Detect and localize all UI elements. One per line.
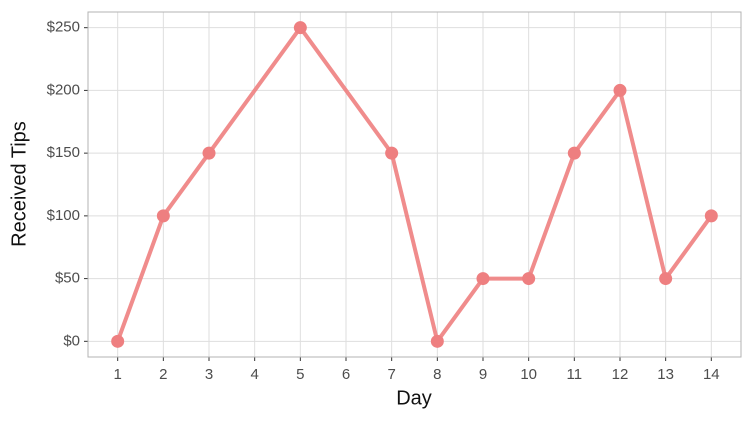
point [567,146,581,160]
x-tick-label: 11 [567,366,583,383]
point [293,21,307,35]
x-tick-label: 8 [433,366,441,383]
x-tick-label: 7 [387,366,395,383]
x-tick-label: 13 [657,366,674,383]
point [111,334,125,348]
y-tick-label: $150 [47,144,80,161]
y-tick-label: $0 [63,332,80,349]
y-tick-label: $200 [47,81,80,98]
panel-border [87,11,742,358]
x-axis-title: Day [396,387,432,409]
x-tick-label: 2 [159,366,167,383]
point [476,272,490,286]
point [385,146,399,160]
point [704,209,718,223]
x-tick-label: 3 [205,366,213,383]
y-axis-title: Received Tips [8,121,30,247]
point [202,146,216,160]
x-tick-label: 10 [520,366,537,383]
y-tick-label: $100 [47,207,80,224]
x-tick-label: 4 [251,366,259,383]
point [659,272,673,286]
point [522,272,536,286]
x-tick-label: 12 [612,366,629,383]
x-tick-label: 14 [703,366,720,383]
point [156,209,170,223]
y-tick-label: $250 [47,19,80,36]
x-tick-label: 6 [342,366,350,383]
line [115,25,713,344]
x-tick-label: 5 [296,366,304,383]
y-tick-label: $50 [55,270,80,287]
point [430,334,444,348]
point [613,83,627,97]
x-tick-label: 1 [114,366,122,383]
x-tick-label: 9 [479,366,487,383]
